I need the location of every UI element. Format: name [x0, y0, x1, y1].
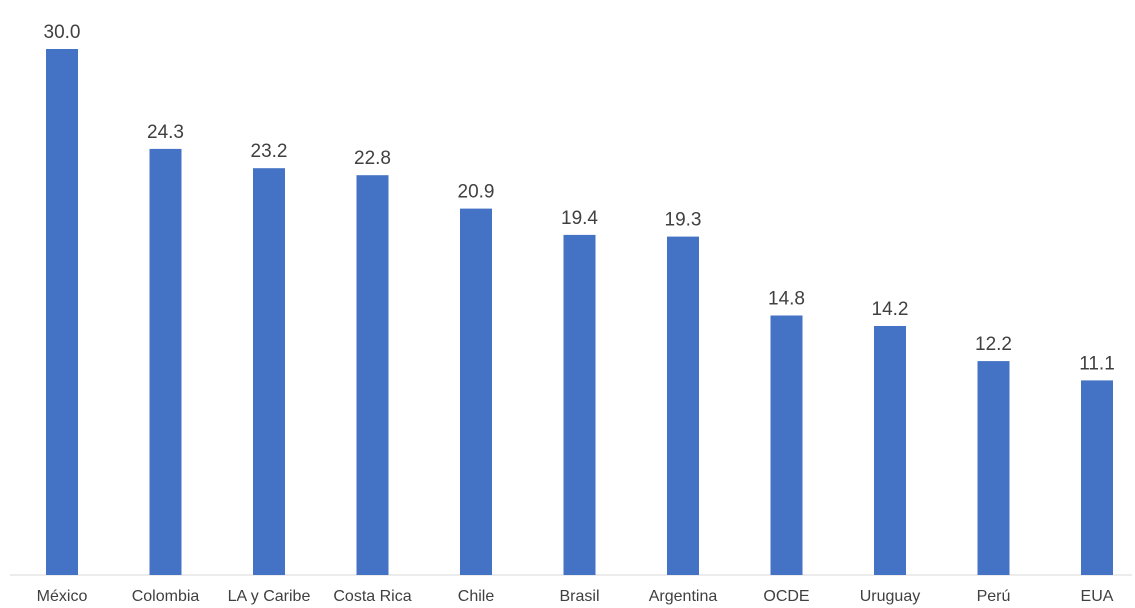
- data-label: 14.8: [768, 289, 805, 310]
- data-label: 23.2: [251, 141, 288, 162]
- bar: [460, 208, 492, 575]
- data-label: 12.2: [975, 334, 1012, 355]
- value-labels-group: 30.0 24.3 23.2 22.8 20.9 19.4 19.3 14.8 14.2 12.2…: [44, 22, 1115, 374]
- bar: [46, 49, 78, 575]
- x-tick-label: Brasil: [559, 588, 599, 605]
- data-label: 22.8: [354, 148, 391, 169]
- x-tick-label: OCDE: [763, 588, 809, 605]
- x-tick-label: EUA: [1081, 588, 1114, 605]
- bar: [149, 148, 182, 575]
- bar: [667, 236, 699, 575]
- bars-group: [46, 49, 1113, 575]
- x-tick-label: Costa Rica: [333, 588, 411, 605]
- bar: [563, 234, 596, 575]
- data-label: 30.0: [44, 22, 81, 43]
- x-tick-label: Perú: [977, 588, 1011, 605]
- x-tick-label: Chile: [458, 588, 495, 605]
- x-tick-label: LA y Caribe: [228, 588, 311, 605]
- category-labels-group: México Colombia LA y Caribe Costa Rica Chile…: [37, 588, 1114, 605]
- bar: [356, 175, 389, 575]
- data-label: 19.3: [665, 210, 702, 231]
- bar: [874, 326, 906, 575]
- x-tick-label: Colombia: [132, 588, 200, 605]
- data-label: 20.9: [458, 182, 495, 203]
- bar: [253, 168, 285, 575]
- data-label: 24.3: [147, 122, 184, 143]
- x-tick-label: Uruguay: [860, 588, 920, 605]
- data-label: 14.2: [872, 299, 909, 320]
- data-label: 11.1: [1079, 353, 1115, 374]
- data-label: 19.4: [561, 208, 598, 229]
- bar: [977, 361, 1010, 575]
- x-tick-label: México: [37, 588, 88, 605]
- x-tick-label: Argentina: [649, 588, 718, 605]
- bar: [770, 315, 803, 575]
- bar: [1081, 380, 1113, 575]
